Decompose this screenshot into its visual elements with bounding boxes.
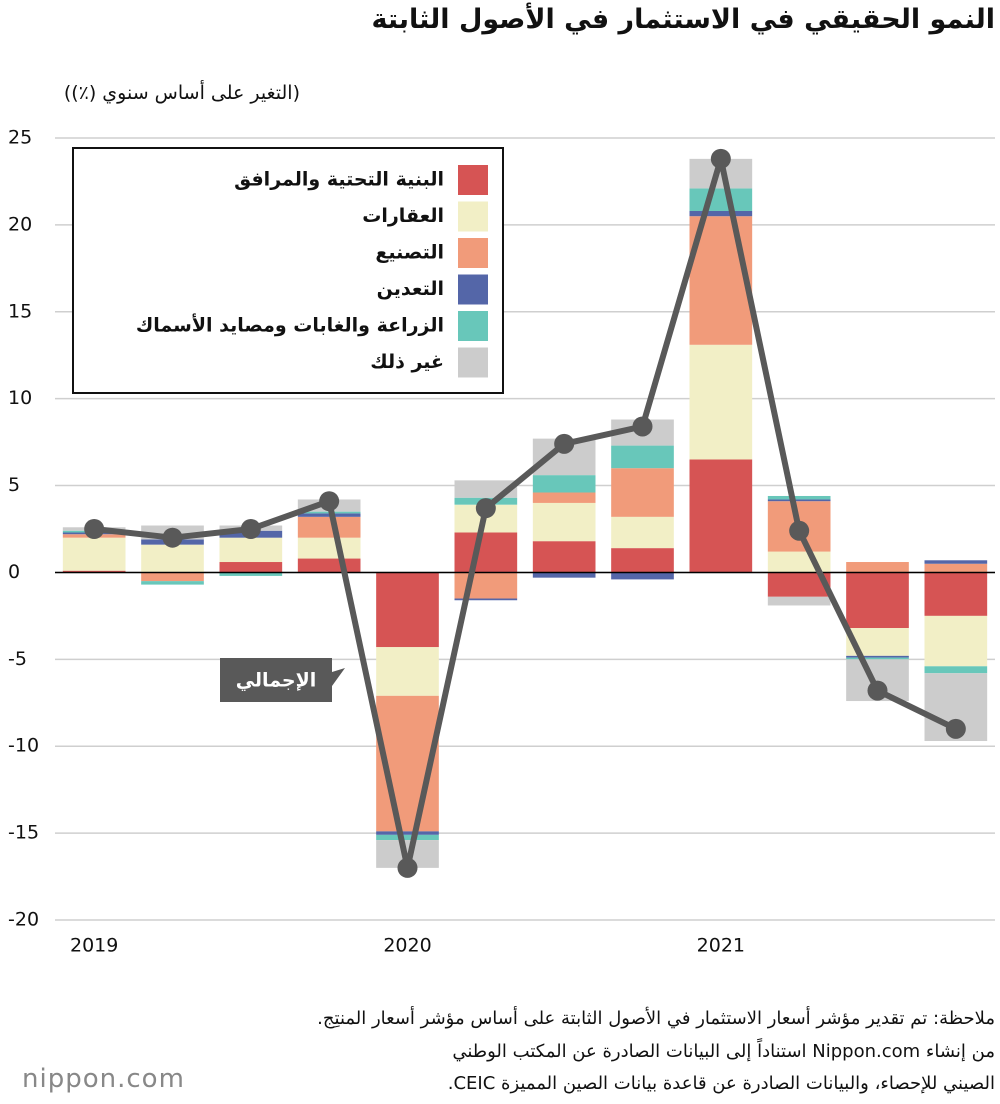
- y-tick-label: -20: [8, 909, 39, 931]
- y-axis-label: (التغير على أساس سنوي (٪)): [63, 82, 300, 104]
- total-point: [84, 519, 105, 539]
- bar-segment: [611, 516, 674, 549]
- bar-segment: [924, 615, 988, 667]
- bar-segment: [141, 544, 204, 573]
- total-point: [475, 498, 496, 519]
- y-tick-label: 10: [8, 387, 32, 409]
- bar-segment: [62, 537, 126, 571]
- bar-segment: [611, 468, 674, 517]
- bar-segment: [219, 562, 283, 573]
- total-label-box: [220, 658, 345, 702]
- bar-segment: [846, 562, 909, 573]
- bar-segment: [611, 548, 674, 573]
- total-point: [710, 148, 731, 169]
- y-tick-label: -15: [8, 822, 39, 844]
- bar-segment: [924, 560, 988, 564]
- note: الصيني للإحصاء، والبيانات الصادرة عن قاع…: [447, 1073, 995, 1094]
- legend-swatch: [458, 274, 488, 305]
- total-point: [240, 519, 261, 539]
- legend-label: غير ذلك: [370, 351, 444, 373]
- chart: -20 -15 -10 -5 0 5 10 15 20 25 2019 2020 2021 الإجمال…: [8, 127, 995, 957]
- bar-segment: [532, 572, 596, 578]
- note: من إنشاء Nippon.com استناداً إلى البيانا…: [452, 1041, 995, 1062]
- bar-segment: [376, 647, 439, 696]
- bar-segment: [532, 475, 596, 493]
- bar-segment: [141, 581, 204, 585]
- bar-segment: [767, 495, 831, 500]
- x-tick-label: 2020: [383, 935, 431, 957]
- bar-segment: [767, 596, 831, 606]
- bar-segment: [689, 344, 753, 460]
- total-point: [319, 491, 340, 512]
- bar-segment: [454, 572, 518, 599]
- legend-swatch: [458, 347, 488, 378]
- legend-label: العقارات: [362, 205, 444, 227]
- bar-segment: [924, 666, 988, 674]
- y-tick-label: 15: [8, 300, 32, 322]
- bar-segment: [532, 492, 596, 503]
- x-tick-label: 2019: [70, 935, 118, 957]
- bar-segment: [376, 572, 439, 648]
- bar-segment: [297, 558, 361, 573]
- y-tick-label: 0: [8, 561, 20, 583]
- legend-box: [72, 147, 504, 394]
- bar-segment: [454, 598, 518, 601]
- bar-segment: [141, 572, 204, 582]
- total-line: [93, 155, 958, 871]
- y-tick-label: 20: [8, 213, 32, 235]
- bar-segment: [297, 516, 361, 538]
- legend-label: التعدين: [377, 278, 444, 300]
- total-point: [397, 857, 418, 878]
- chart-title: النمو الحقيقي في الاستثمار في الأصول الث…: [371, 4, 995, 35]
- y-tick-label: -10: [8, 735, 39, 757]
- bar-segment: [62, 570, 126, 573]
- total-point: [789, 520, 810, 541]
- total-label: الإجمالي: [236, 670, 317, 692]
- bar-segment: [297, 537, 361, 559]
- total-point: [162, 527, 183, 548]
- bar-segment: [846, 657, 909, 660]
- bar-segment: [532, 502, 596, 542]
- legend-label: البنية التحتية والمرافق: [234, 169, 444, 191]
- bar-segment: [924, 563, 988, 573]
- total-point: [554, 433, 575, 454]
- total-point: [945, 718, 966, 739]
- bar-segment: [454, 532, 518, 573]
- bar-segment: [611, 572, 674, 580]
- bar-segment: [846, 655, 909, 658]
- legend-label: التصنيع: [375, 242, 444, 264]
- bar-segment: [376, 831, 439, 835]
- total-point: [632, 416, 653, 437]
- bar-segment: [611, 445, 674, 469]
- total-point: [867, 680, 888, 701]
- bar-segment: [376, 834, 439, 841]
- bar-segment: [924, 572, 988, 616]
- bar-segment: [767, 499, 831, 502]
- bar-segment: [846, 572, 909, 629]
- y-tick-label: 5: [8, 474, 20, 496]
- bar-segment: [532, 541, 596, 573]
- y-tick-label: 25: [8, 127, 32, 149]
- note: ملاحظة: تم تقدير مؤشر أسعار الاستثمار في…: [317, 1008, 995, 1029]
- legend-swatch: [458, 238, 488, 268]
- x-tick-label: 2021: [697, 935, 745, 957]
- legend-swatch: [458, 201, 488, 232]
- legend-label: الزراعة والغابات ومصايد الأسماك: [136, 314, 444, 337]
- y-tick-label: -5: [8, 648, 27, 670]
- legend-swatch: [458, 165, 488, 195]
- legend-swatch: [458, 311, 488, 341]
- bar-segment: [689, 210, 753, 217]
- bar-segment: [689, 188, 753, 211]
- bar-segment: [219, 572, 283, 576]
- logo: nippon.com: [22, 1064, 185, 1094]
- bar-segment: [689, 459, 753, 573]
- bar-segment: [219, 537, 283, 563]
